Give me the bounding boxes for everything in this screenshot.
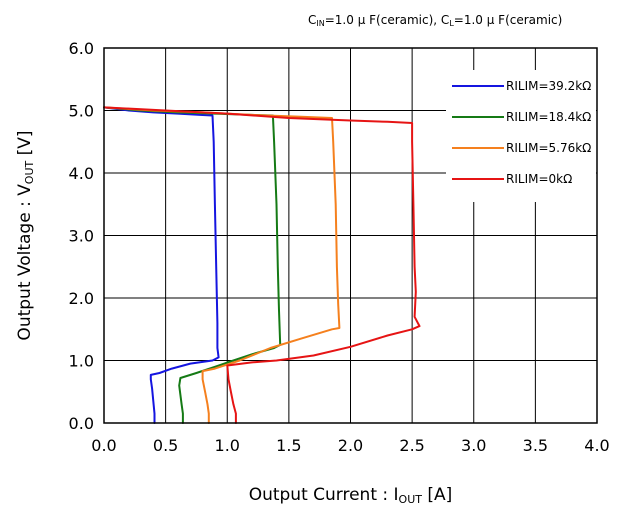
- y-tick-label: 1.0: [69, 352, 94, 371]
- legend-label: RILIM=18.4kΩ: [506, 110, 591, 124]
- y-tick-label: 5.0: [69, 102, 94, 121]
- x-tick-label: 0.5: [153, 436, 178, 455]
- series-line-3: [103, 106, 341, 424]
- plot-frame: [103, 47, 598, 424]
- x-tick-label: 3.0: [461, 436, 486, 455]
- series-lines: [103, 106, 421, 424]
- legend-label: RILIM=0kΩ: [506, 172, 572, 186]
- x-axis-label: Output Current : IOUT [A]: [249, 485, 453, 506]
- y-tick-labels: 0.0 1.0 2.0 3.0 4.0 5.0 6.0: [69, 39, 94, 433]
- x-tick-label: 1.0: [215, 436, 240, 455]
- x-tick-label: 3.5: [523, 436, 548, 455]
- test-conditions: CIN=1.0 μ F(ceramic), CL=1.0 μ F(ceramic…: [308, 13, 562, 28]
- x-tick-labels: 0.0 0.5 1.0 1.5 2.0 2.5 3.0 3.5 4.0: [91, 436, 609, 455]
- x-tick-label: 2.0: [338, 436, 363, 455]
- legend-label: RILIM=39.2kΩ: [506, 79, 591, 93]
- y-tick-label: 4.0: [69, 164, 94, 183]
- y-tick-label: 0.0: [69, 414, 94, 433]
- x-tick-label: 4.0: [584, 436, 609, 455]
- legend: RILIM=39.2kΩ RILIM=18.4kΩ RILIM=5.76kΩ RILI…: [446, 70, 596, 202]
- y-tick-label: 6.0: [69, 39, 94, 58]
- y-axis-label: Output Voltage : VOUT [V]: [15, 130, 36, 340]
- y-tick-label: 3.0: [69, 227, 94, 246]
- x-tick-label: 2.5: [399, 436, 424, 455]
- x-tick-label: 1.5: [276, 436, 301, 455]
- legend-label: RILIM=5.76kΩ: [506, 141, 591, 155]
- y-tick-label: 2.0: [69, 289, 94, 308]
- series-line-1: [103, 106, 220, 424]
- x-tick-label: 0.0: [91, 436, 116, 455]
- series-line-4: [103, 106, 421, 424]
